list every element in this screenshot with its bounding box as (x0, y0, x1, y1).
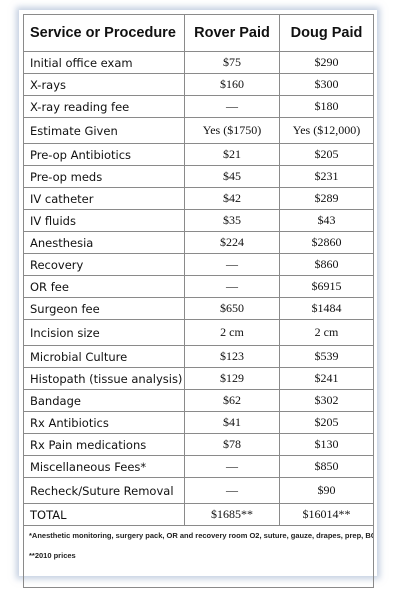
service-cell: Pre-op Antibiotics (23, 143, 185, 166)
doug-paid-cell: $539 (279, 345, 374, 368)
footnote-cell: *Anesthetic monitoring, surgery pack, OR… (23, 525, 374, 588)
rover-paid-cell: $75 (184, 51, 280, 74)
table-row: Initial office exam $75 $290 (23, 51, 374, 74)
header-doug-paid: Doug Paid (279, 14, 374, 52)
service-cell: IV fluids (23, 209, 185, 232)
doug-paid-cell: $850 (279, 455, 374, 478)
header-service: Service or Procedure (23, 14, 185, 52)
table-row: IV catheter $42 $289 (23, 187, 374, 210)
rover-paid-cell: — (184, 455, 280, 478)
doug-paid-cell: $302 (279, 389, 374, 412)
footnote-anesthetic: *Anesthetic monitoring, surgery pack, OR… (29, 531, 373, 540)
service-cell: X-ray reading fee (23, 95, 185, 118)
footnote-prices: **2010 prices (29, 551, 76, 560)
doug-paid-cell: $43 (279, 209, 374, 232)
doug-paid-cell: Yes ($12,000) (279, 117, 374, 144)
service-cell: IV catheter (23, 187, 185, 210)
rover-paid-cell: $45 (184, 165, 280, 188)
table-row: Surgeon fee $650 $1484 (23, 297, 374, 320)
rover-paid-cell: $123 (184, 345, 280, 368)
rover-paid-cell: Yes ($1750) (184, 117, 280, 144)
table-row: Microbial Culture $123 $539 (23, 345, 374, 368)
doug-paid-cell: $290 (279, 51, 374, 74)
rover-paid-cell: 2 cm (184, 319, 280, 346)
doug-paid-cell: $130 (279, 433, 374, 456)
rover-paid-cell: $129 (184, 367, 280, 390)
rover-paid-cell: $224 (184, 231, 280, 254)
rover-paid-cell: $62 (184, 389, 280, 412)
header-rover-paid: Rover Paid (184, 14, 280, 52)
table-row: OR fee — $6915 (23, 275, 374, 298)
rover-paid-cell: — (184, 253, 280, 276)
doug-paid-cell: $205 (279, 411, 374, 434)
service-cell: Recheck/Suture Removal (23, 477, 185, 504)
rover-paid-cell: $78 (184, 433, 280, 456)
service-cell: Histopath (tissue analysis) (23, 367, 185, 390)
service-cell: Pre-op meds (23, 165, 185, 188)
table-row: Estimate Given Yes ($1750) Yes ($12,000) (23, 117, 374, 144)
doug-paid-cell: $1484 (279, 297, 374, 320)
service-cell: Rx Antibiotics (23, 411, 185, 434)
service-cell: Anesthesia (23, 231, 185, 254)
service-cell: Rx Pain medications (23, 433, 185, 456)
doug-paid-cell: $241 (279, 367, 374, 390)
footnote-row: *Anesthetic monitoring, surgery pack, OR… (23, 525, 374, 588)
rover-paid-cell: — (184, 95, 280, 118)
table-row: IV fluids $35 $43 (23, 209, 374, 232)
service-cell: OR fee (23, 275, 185, 298)
rover-paid-cell: — (184, 477, 280, 504)
rover-paid-cell: $21 (184, 143, 280, 166)
price-comparison-table: Service or Procedure Rover Paid Doug Pai… (23, 14, 374, 588)
table-row: Histopath (tissue analysis) $129 $241 (23, 367, 374, 390)
doug-paid-cell: $16014** (279, 503, 374, 526)
rover-paid-cell: $1685** (184, 503, 280, 526)
doug-paid-cell: $300 (279, 73, 374, 96)
rover-paid-cell: $42 (184, 187, 280, 210)
table-row: X-ray reading fee — $180 (23, 95, 374, 118)
service-cell: X-rays (23, 73, 185, 96)
table-row: Incision size 2 cm 2 cm (23, 319, 374, 346)
doug-paid-cell: $90 (279, 477, 374, 504)
service-cell: Miscellaneous Fees* (23, 455, 185, 478)
header-row: Service or Procedure Rover Paid Doug Pai… (23, 14, 374, 52)
table-row: Pre-op meds $45 $231 (23, 165, 374, 188)
table-row: Anesthesia $224 $2860 (23, 231, 374, 254)
rover-paid-cell: $41 (184, 411, 280, 434)
service-cell: Microbial Culture (23, 345, 185, 368)
doug-paid-cell: 2 cm (279, 319, 374, 346)
table-row: Rx Pain medications $78 $130 (23, 433, 374, 456)
doug-paid-cell: $231 (279, 165, 374, 188)
doug-paid-cell: $6915 (279, 275, 374, 298)
price-comparison-card: Service or Procedure Rover Paid Doug Pai… (19, 10, 377, 588)
doug-paid-cell: $860 (279, 253, 374, 276)
rover-paid-cell: $160 (184, 73, 280, 96)
doug-paid-cell: $205 (279, 143, 374, 166)
table-row: Miscellaneous Fees* — $850 (23, 455, 374, 478)
service-cell: Initial office exam (23, 51, 185, 74)
table-row: X-rays $160 $300 (23, 73, 374, 96)
service-cell: Recovery (23, 253, 185, 276)
table-row: Rx Antibiotics $41 $205 (23, 411, 374, 434)
doug-paid-cell: $180 (279, 95, 374, 118)
service-cell: Estimate Given (23, 117, 185, 144)
table-row: Bandage $62 $302 (23, 389, 374, 412)
table-row: TOTAL $1685** $16014** (23, 503, 374, 526)
doug-paid-cell: $289 (279, 187, 374, 210)
service-cell: Incision size (23, 319, 185, 346)
table-row: Recovery — $860 (23, 253, 374, 276)
table-row: Recheck/Suture Removal — $90 (23, 477, 374, 504)
table-row: Pre-op Antibiotics $21 $205 (23, 143, 374, 166)
rover-paid-cell: $35 (184, 209, 280, 232)
table-body: Initial office exam $75 $290 X-rays $160 $300… (23, 51, 374, 526)
rover-paid-cell: — (184, 275, 280, 298)
doug-paid-cell: $2860 (279, 231, 374, 254)
service-cell: Bandage (23, 389, 185, 412)
service-cell: TOTAL (23, 503, 185, 526)
service-cell: Surgeon fee (23, 297, 185, 320)
rover-paid-cell: $650 (184, 297, 280, 320)
